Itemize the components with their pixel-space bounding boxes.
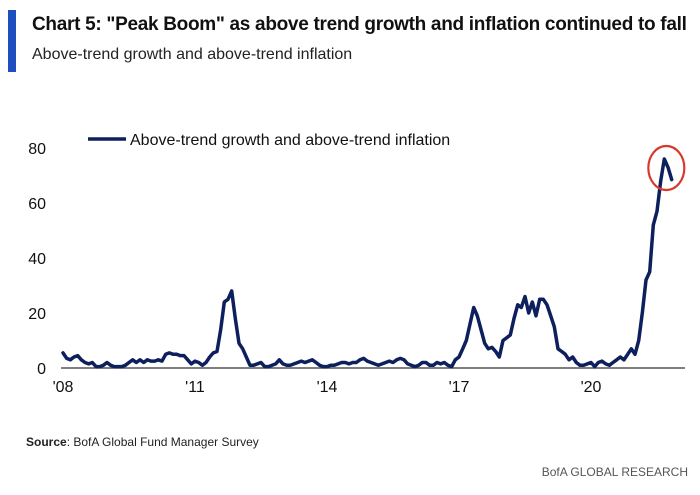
x-tick-label: '17: [449, 379, 470, 396]
chart-title: Chart 5: "Peak Boom" as above trend grow…: [32, 14, 687, 35]
x-tick-label: '20: [581, 379, 602, 396]
legend: Above-trend growth and above-trend infla…: [88, 132, 450, 149]
y-tick-label: 0: [37, 361, 46, 378]
y-tick-label: 60: [28, 196, 46, 213]
x-tick-label: '14: [317, 379, 338, 396]
y-tick-label: 80: [28, 141, 46, 158]
series-line: [61, 157, 674, 369]
y-tick-label: 20: [28, 306, 46, 323]
legend-label: Above-trend growth and above-trend infla…: [130, 132, 450, 149]
chart-subtitle: Above-trend growth and above-trend infla…: [32, 46, 353, 63]
source-text: : BofA Global Fund Manager Survey: [66, 435, 259, 449]
title-accent-bar: [8, 10, 16, 72]
x-tick-label: '11: [185, 379, 205, 396]
peak-annotation-circle: [647, 144, 686, 192]
brand-footer: BofA GLOBAL RESEARCH: [541, 465, 688, 479]
source-note: Source: BofA Global Fund Manager Survey: [26, 435, 259, 449]
source-label: Source: [26, 435, 67, 449]
y-tick-label: 40: [28, 251, 46, 268]
x-tick-label: '08: [53, 379, 74, 396]
